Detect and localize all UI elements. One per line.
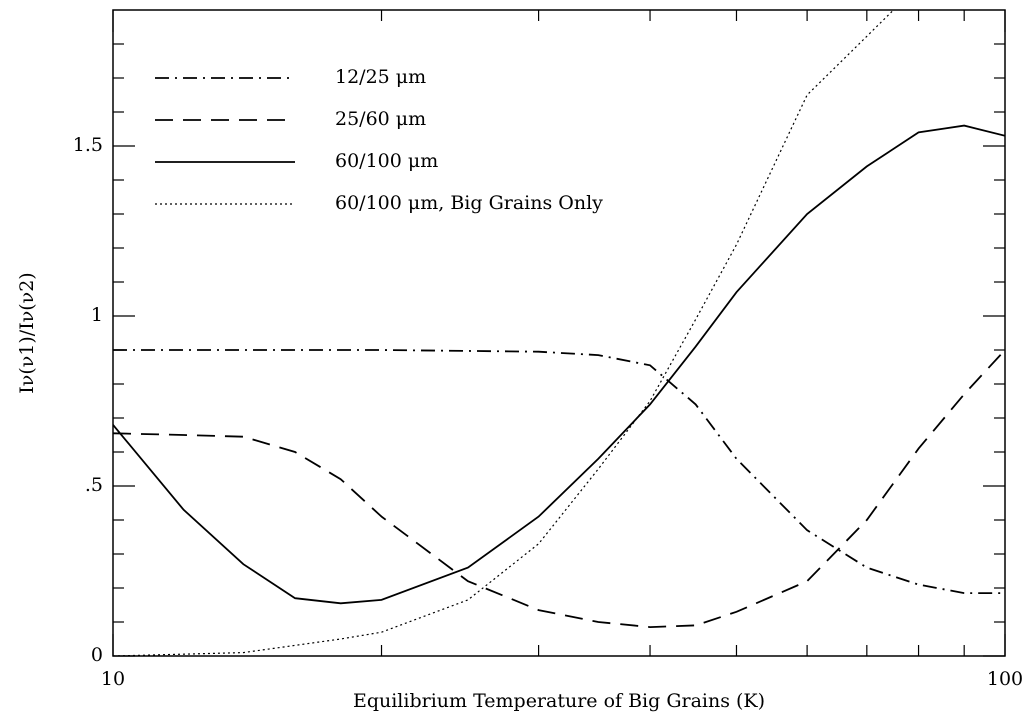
legend-label: 60/100 μm: [335, 150, 438, 172]
series-line: [113, 124, 1005, 605]
x-tick-label: 100: [987, 668, 1023, 690]
series-line: [113, 10, 894, 656]
y-tick-label: .5: [85, 474, 103, 496]
y-tick-label: 1.5: [73, 134, 103, 156]
plot-frame: [112, 9, 1006, 657]
x-axis-label: Equilibrium Temperature of Big Grains (K…: [353, 690, 765, 712]
legend-label: 25/60 μm: [335, 108, 426, 130]
x-tick-label: 10: [101, 668, 125, 690]
series-line: [113, 349, 1005, 594]
y-tick-label: 1: [91, 304, 103, 326]
y-tick-label: 0: [91, 644, 103, 666]
legend-label: 60/100 μm, Big Grains Only: [335, 192, 603, 214]
plot-area: [113, 10, 1005, 656]
y-axis-label: Iν(ν1)/Iν(ν2): [16, 272, 38, 393]
legend-label: 12/25 μm: [335, 66, 426, 88]
series-line: [113, 349, 1005, 629]
